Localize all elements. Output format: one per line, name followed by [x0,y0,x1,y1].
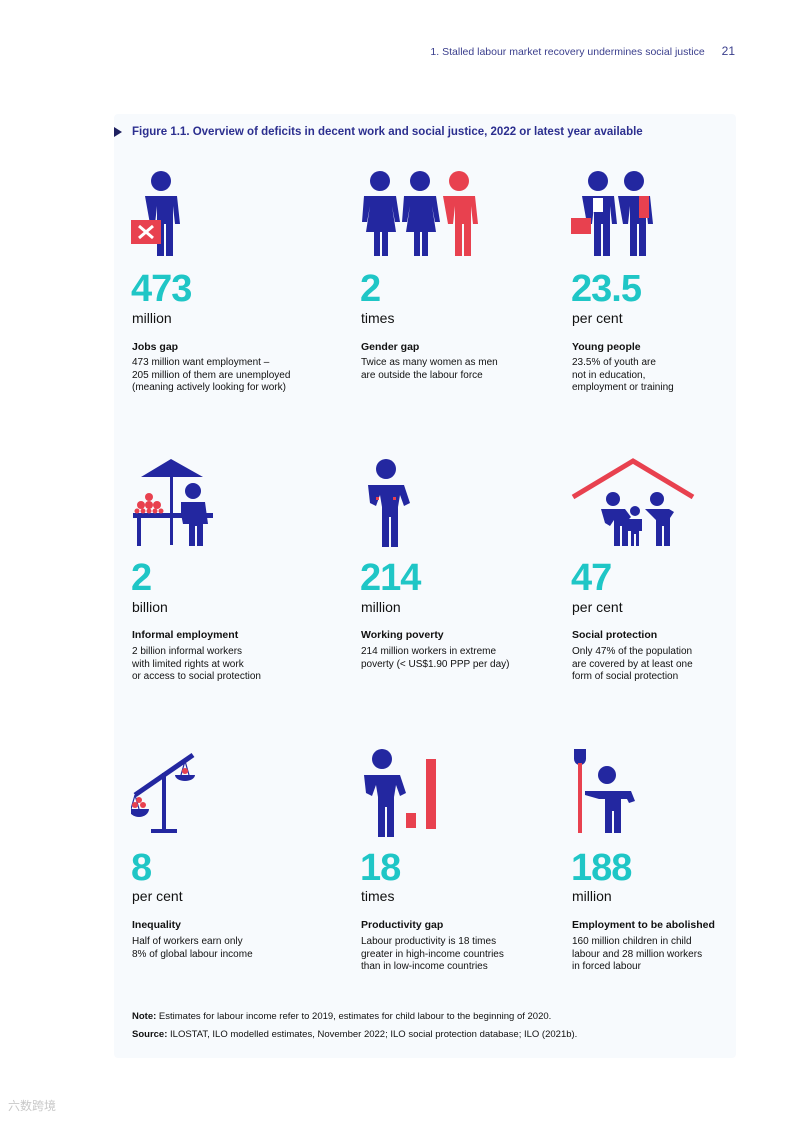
productivity-bars-icon [364,749,436,837]
balance-scale-icon [131,752,195,833]
desc-line: 160 million children in child [572,936,692,947]
stat-description: 2 billion informal workers with limited … [132,646,322,684]
desc-line: or access to social protection [132,671,261,682]
stat-value: 2 [131,557,152,599]
desc-line: (meaning actively looking for work) [132,382,286,393]
desc-line: Only 47% of the population [572,646,693,657]
stat-description: Labour productivity is 18 times greater … [361,936,551,974]
desc-line: 8% of global labour income [132,948,253,960]
desc-line: 205 million of them are unemployed [132,369,291,381]
desc-line: in forced labour [572,961,641,972]
stat-label: Inequality [132,919,182,931]
stat-value: 8 [131,847,152,889]
desc-line: not in education, [572,369,646,381]
desc-line: Twice as many women as men [361,357,498,368]
figure-title-text: Figure 1.1. Overview of deficits in dece… [132,126,643,138]
stat-label: Informal employment [132,629,239,641]
stat-value: 188 [571,847,632,889]
stat-value: 473 [131,268,192,310]
stat-description: Only 47% of the population are covered b… [572,646,762,684]
stat-unit: times [361,888,395,904]
stat-description: 214 million workers in extreme poverty (… [361,646,551,671]
stat-description: 160 million children in child labour and… [572,936,762,974]
running-title: 1. Stalled labour market recovery underm… [430,46,705,58]
note-label: Note: [132,1011,157,1022]
stat-unit: per cent [132,888,183,904]
desc-line: Labour productivity is 18 times [361,936,497,947]
desc-line: labour and 28 million workers [572,948,703,960]
stat-label: Productivity gap [361,919,444,931]
stat-value: 214 [360,557,421,599]
source-label: Source: [132,1029,168,1040]
stat-unit: per cent [572,599,623,615]
stat-unit: million [361,599,401,615]
desc-line: Half of workers earn only [132,936,243,947]
figure-panel [114,114,736,1058]
stat-description: 473 million want employment – 205 millio… [132,357,322,395]
stat-unit: times [361,310,395,326]
family-under-roof-icon [571,458,695,546]
desc-line: form of social protection [572,671,679,682]
stat-description: Half of workers earn only 8% of global l… [132,936,322,961]
stat-value: 47 [571,557,612,599]
figure-note: Note: Estimates for labour income refer … [132,1011,551,1022]
desc-line: are covered by at least one [572,658,693,670]
running-header: 1. Stalled labour market recovery underm… [430,44,735,58]
desc-line: are outside the labour force [361,369,483,381]
triangle-marker-icon [114,126,122,137]
stat-unit: million [132,310,172,326]
desc-line: 214 million workers in extreme [361,646,497,657]
desc-line: poverty (< US$1.90 PPP per day) [361,658,510,670]
stat-value: 23.5 [571,268,642,310]
watermark: 六数跨境 [8,1099,57,1113]
stat-label: Employment to be abolished [572,919,715,931]
figure-source: Source: ILOSTAT, ILO modelled estimates,… [132,1029,577,1040]
street-vendor-icon [133,459,213,546]
stat-label: Jobs gap [132,341,179,353]
stat-label: Working poverty [361,629,444,641]
desc-line: than in low-income countries [361,961,488,972]
poor-worker-icon [368,459,410,547]
note-text: Estimates for labour income refer to 201… [158,1011,552,1022]
stat-value: 2 [360,268,381,310]
gender-group-icon [362,171,478,256]
desc-line: 23.5% of youth are [572,357,656,368]
desc-line: with limited rights at work [132,658,244,670]
desc-line: greater in high-income countries [361,948,504,960]
desc-line: 2 billion informal workers [132,646,243,657]
source-text: ILOSTAT, ILO modelled estimates, Novembe… [170,1029,578,1040]
stat-label: Social protection [572,629,658,641]
stat-unit: billion [132,599,168,615]
desc-line: employment or training [572,382,674,393]
stat-unit: per cent [572,310,623,326]
stat-description: Twice as many women as men are outside t… [361,357,551,382]
figure-title: Figure 1.1. Overview of deficits in dece… [114,126,643,138]
stat-unit: million [572,888,612,904]
stat-value: 18 [360,847,401,889]
page-number: 21 [721,44,735,58]
young-people-icon [571,171,653,256]
stat-label: Gender gap [361,341,420,353]
desc-line: 473 million want employment – [132,357,270,368]
person-with-x-box-icon [131,171,180,256]
stat-label: Young people [572,341,641,353]
child-with-shovel-icon [574,749,635,833]
stat-description: 23.5% of youth are not in education, emp… [572,357,762,395]
